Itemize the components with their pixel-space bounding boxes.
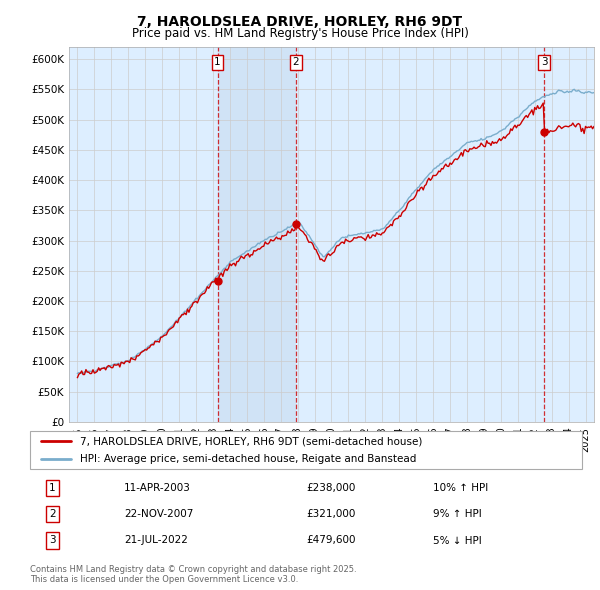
- Text: 2: 2: [49, 509, 55, 519]
- Text: 7, HAROLDSLEA DRIVE, HORLEY, RH6 9DT: 7, HAROLDSLEA DRIVE, HORLEY, RH6 9DT: [137, 15, 463, 29]
- Text: 2: 2: [292, 57, 299, 67]
- Text: 11-APR-2003: 11-APR-2003: [124, 483, 191, 493]
- FancyBboxPatch shape: [30, 431, 582, 469]
- Text: 22-NOV-2007: 22-NOV-2007: [124, 509, 193, 519]
- Text: 5% ↓ HPI: 5% ↓ HPI: [433, 536, 482, 546]
- Text: 1: 1: [49, 483, 55, 493]
- Text: £479,600: £479,600: [306, 536, 355, 546]
- Text: Contains HM Land Registry data © Crown copyright and database right 2025.
This d: Contains HM Land Registry data © Crown c…: [30, 565, 356, 584]
- Text: £321,000: £321,000: [306, 509, 355, 519]
- Text: HPI: Average price, semi-detached house, Reigate and Banstead: HPI: Average price, semi-detached house,…: [80, 454, 416, 464]
- Text: 3: 3: [49, 536, 55, 546]
- Text: 1: 1: [214, 57, 221, 67]
- Bar: [218, 47, 296, 422]
- Text: 10% ↑ HPI: 10% ↑ HPI: [433, 483, 488, 493]
- Text: £238,000: £238,000: [306, 483, 355, 493]
- Text: 3: 3: [541, 57, 547, 67]
- Text: Price paid vs. HM Land Registry's House Price Index (HPI): Price paid vs. HM Land Registry's House …: [131, 27, 469, 40]
- Text: 9% ↑ HPI: 9% ↑ HPI: [433, 509, 482, 519]
- Text: 7, HAROLDSLEA DRIVE, HORLEY, RH6 9DT (semi-detached house): 7, HAROLDSLEA DRIVE, HORLEY, RH6 9DT (se…: [80, 436, 422, 446]
- Text: 21-JUL-2022: 21-JUL-2022: [124, 536, 188, 546]
